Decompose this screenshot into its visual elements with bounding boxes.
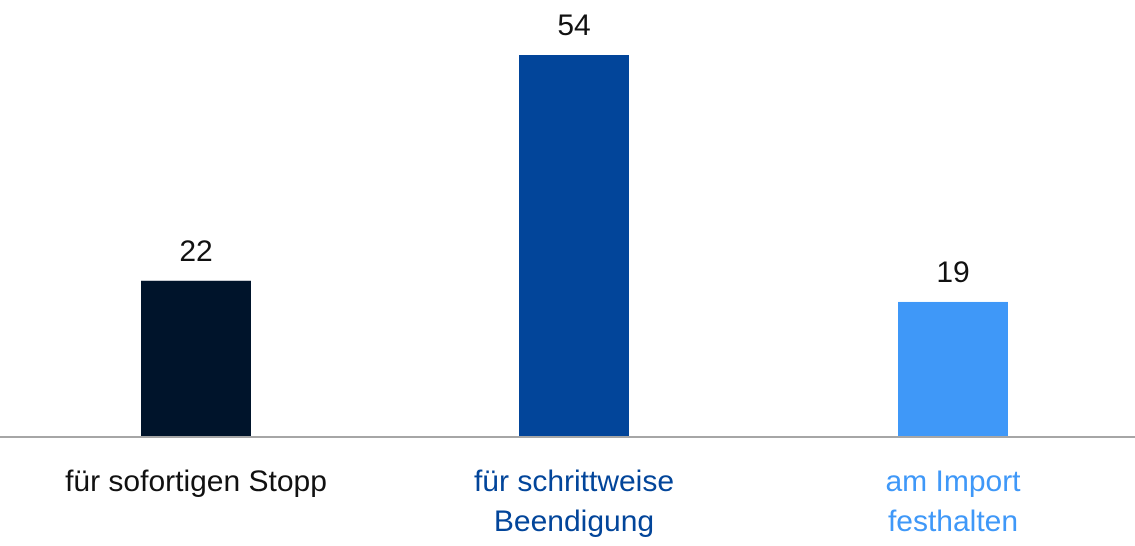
value-label: 22 [179,235,212,268]
category-label: für sofortigen Stopp [65,465,327,498]
category-label: am Import festhalten [885,465,1021,538]
value-label: 19 [936,256,969,289]
value-label: 54 [557,9,590,42]
category-label: für schrittweise Beendigung [473,465,675,538]
bar [141,280,251,436]
bar [898,301,1008,436]
bar [519,55,629,436]
